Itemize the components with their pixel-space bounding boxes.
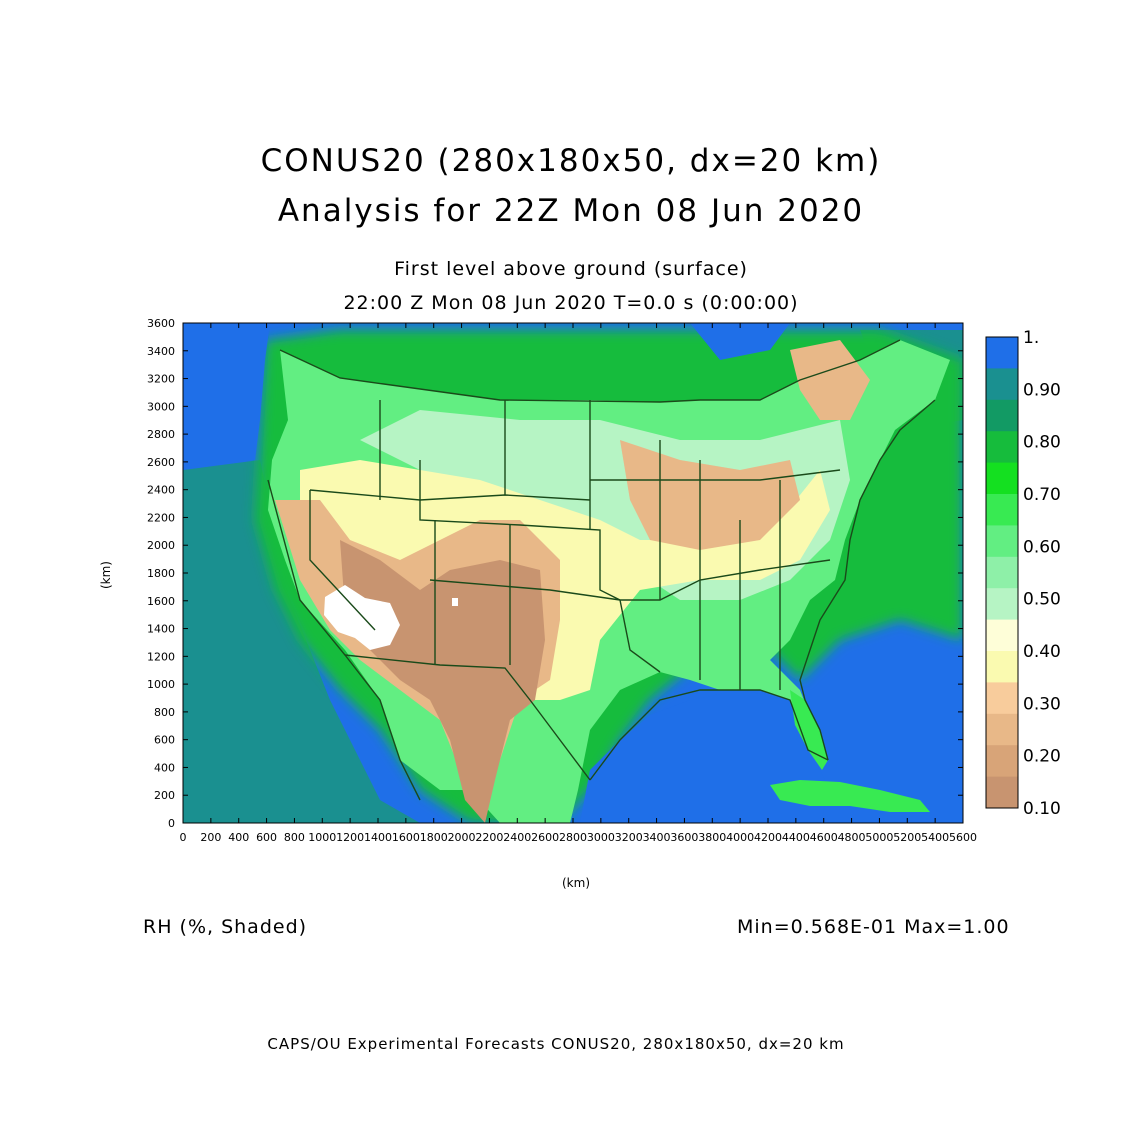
title-line-2: Analysis for 22Z Mon 08 Jun 2020 [277,193,865,229]
y-tick-label: 1400 [147,623,175,636]
cuba [770,780,930,812]
footer-credit: CAPS/OU Experimental Forecasts CONUS20, … [267,1035,845,1053]
time-subtitle: 22:00 Z Mon 08 Jun 2020 T=0.0 s (0:00:00… [343,292,799,314]
colorbar-label: 0.30 [1023,694,1061,714]
x-tick-label: 2400 [503,831,531,844]
field-min-max: Min=0.568E-01 Max=1.00 [737,916,1010,938]
x-tick-label: 4200 [754,831,782,844]
colorbar-swatch [986,399,1018,432]
x-tick-label: 2600 [531,831,559,844]
x-tick-label: 1600 [392,831,420,844]
x-tick-label: 400 [228,831,249,844]
x-tick-label: 4000 [726,831,754,844]
x-tick-label: 2800 [559,831,587,844]
northeast-dry [790,340,870,420]
colorbar-label: 0.50 [1023,590,1061,610]
title-line-1: CONUS20 (280x180x50, dx=20 km) [260,143,882,179]
x-tick-label: 5400 [921,831,949,844]
colorbar-label: 1. [1023,328,1039,348]
colorbar-swatch [986,556,1018,589]
colorbar-swatch [986,368,1018,401]
x-axis-ticks: 0 200 400 600 800 1000 1200 1400 1600 1800 2000 220… [180,323,977,844]
desert-saturation-area [324,585,400,650]
colorbar-swatch [986,776,1018,809]
x-tick-label: 2200 [475,831,503,844]
hudson-bay [690,323,790,360]
y-tick-label: 1000 [147,678,175,691]
y-tick-label: 2600 [147,456,175,469]
political-boundaries [267,339,936,801]
colorbar-label: 0.80 [1023,433,1061,453]
y-tick-label: 2200 [147,511,175,524]
east-dry [620,440,800,550]
y-tick-label: 600 [154,734,175,747]
colorbar-label: 0.60 [1023,537,1061,557]
x-tick-label: 5200 [893,831,921,844]
y-axis-ticks: 0 200 400 600 800 1000 1200 1400 1600 1800 2000 220… [147,317,963,830]
y-axis-label: (km) [99,560,114,590]
x-tick-label: 4800 [838,831,866,844]
pacific-ocean [183,323,270,470]
colorbar-swatch [986,682,1018,715]
rh-field-plot [183,323,963,823]
y-tick-label: 0 [168,817,175,830]
y-tick-label: 2800 [147,428,175,441]
x-tick-label: 800 [284,831,305,844]
field-name: RH (%, Shaded) [143,916,308,938]
x-tick-label: 1200 [336,831,364,844]
colorbar-swatch [986,745,1018,778]
x-tick-label: 2000 [448,831,476,844]
colorbar-swatch [986,713,1018,746]
colorbar-swatch [986,525,1018,558]
colorbar-frame [985,336,1019,809]
x-tick-label: 3000 [587,831,615,844]
x-tick-label: 3400 [643,831,671,844]
y-tick-label: 2000 [147,539,175,552]
y-tick-label: 3600 [147,317,175,330]
y-tick-label: 800 [154,706,175,719]
colorbar-swatch [986,651,1018,683]
y-tick-label: 3200 [147,373,175,386]
colorbar: 1. 0.90 0.80 0.70 0.60 0.50 0.40 0.30 0.20 0.10 [985,328,1061,819]
x-tick-label: 3800 [698,831,726,844]
x-tick-label: 3600 [670,831,698,844]
florida [790,690,828,770]
colorbar-label: 0.10 [1023,799,1061,819]
x-tick-label: 3200 [615,831,643,844]
y-tick-label: 1800 [147,567,175,580]
colorbar-label: 0.40 [1023,642,1061,662]
colorbar-label: 0.20 [1023,747,1061,767]
x-tick-label: 600 [256,831,277,844]
y-tick-label: 1200 [147,650,175,663]
colorbar-swatch [986,588,1018,621]
level-subtitle: First level above ground (surface) [394,258,748,280]
x-tick-label: 1400 [364,831,392,844]
colorbar-swatch [986,462,1018,495]
x-tick-label: 1000 [308,831,336,844]
colorbar-swatch [986,431,1018,464]
x-tick-label: 5000 [865,831,893,844]
x-axis-label: (km) [562,876,591,890]
y-tick-label: 200 [154,789,175,802]
x-tick-label: 0 [180,831,187,844]
x-tick-label: 4400 [782,831,810,844]
small-white-patch [452,598,458,606]
y-tick-label: 2400 [147,484,175,497]
x-tick-label: 1800 [420,831,448,844]
y-tick-label: 1600 [147,595,175,608]
colorbar-swatch [986,337,1018,369]
colorbar-label: 0.70 [1023,485,1061,505]
x-tick-label: 5600 [949,831,977,844]
y-tick-label: 3400 [147,345,175,358]
x-tick-label: 4600 [810,831,838,844]
colorbar-label: 0.90 [1023,380,1061,400]
colorbar-swatch [986,619,1018,652]
y-tick-label: 3000 [147,400,175,413]
gulf-of-mexico [580,690,830,823]
colorbar-swatch [986,494,1018,526]
x-tick-label: 200 [200,831,221,844]
y-tick-label: 400 [154,761,175,774]
